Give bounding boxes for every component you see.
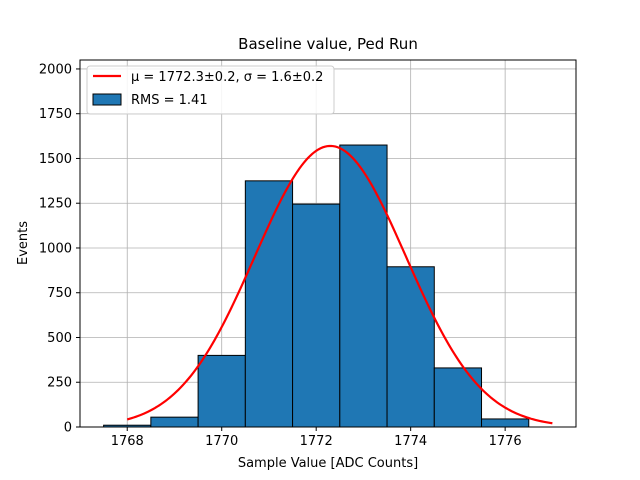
histogram-bar (386, 266, 435, 428)
histogram-bar (197, 354, 246, 428)
histogram-bar (292, 203, 341, 428)
histogram-bars (103, 144, 530, 428)
histogram-bar (433, 367, 483, 428)
x-tick-label: 1776 (489, 434, 522, 449)
y-tick-label: 250 (47, 376, 72, 391)
legend-hist-label: RMS = 1.41 (131, 93, 208, 108)
x-axis-label: Sample Value [ADC Counts] (238, 456, 418, 471)
histogram-bar (244, 180, 294, 428)
x-tick-label: 1774 (394, 434, 427, 449)
histogram-bar (339, 144, 388, 428)
legend-hist-swatch (92, 93, 122, 106)
plot-frame (79, 59, 577, 428)
y-tick-label: 1250 (39, 197, 72, 212)
legend-fit-label: μ = 1772.3±0.2, σ = 1.6±0.2 (131, 70, 323, 85)
y-tick-label: 0 (64, 421, 72, 436)
y-axis-ticks: 0 250 500 750 1000 1250 1500 1750 2000 (39, 62, 80, 436)
y-tick-label: 2000 (39, 62, 72, 77)
x-tick-label: 1768 (111, 434, 144, 449)
y-tick-label: 1500 (39, 152, 72, 167)
y-tick-label: 1750 (39, 107, 72, 122)
y-axis-label: Events (16, 221, 31, 265)
x-tick-label: 1770 (205, 434, 238, 449)
x-tick-label: 1772 (300, 434, 333, 449)
y-tick-label: 750 (47, 286, 72, 301)
gaussian-fit-curve (126, 144, 553, 425)
histogram-bar (481, 418, 530, 428)
chart-title: Baseline value, Ped Run (238, 35, 418, 53)
x-axis-ticks: 1768 1770 1772 1774 1776 (111, 427, 522, 449)
legend: μ = 1772.3±0.2, σ = 1.6±0.2 RMS = 1.41 (86, 65, 335, 115)
y-tick-label: 1000 (39, 241, 72, 256)
histogram-bar (150, 416, 199, 428)
y-tick-label: 500 (47, 331, 72, 346)
legend-box (86, 65, 335, 115)
